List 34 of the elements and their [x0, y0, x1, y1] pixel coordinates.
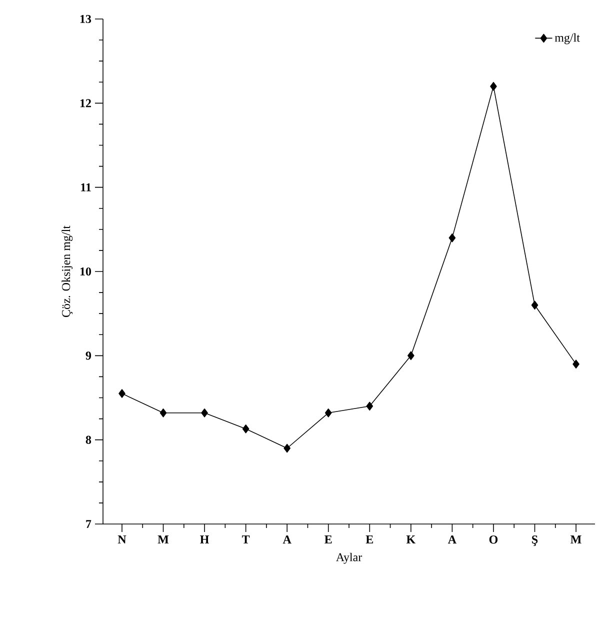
x-tick-label: O [489, 536, 498, 544]
y-tick-label: 12 [80, 99, 91, 108]
point [160, 408, 167, 418]
y-tick-label: 11 [81, 183, 91, 192]
x-tick-label: T [242, 536, 250, 544]
y-tick-label: 8 [86, 436, 92, 444]
y-tick-label: 7 [86, 520, 92, 528]
x-tick-label: E [366, 536, 374, 544]
point [490, 82, 497, 91]
point [118, 389, 126, 398]
x-tick-label: M [158, 536, 169, 544]
x-tick-label: A [282, 536, 292, 544]
y-tick-label: 9 [86, 352, 92, 360]
point [242, 424, 250, 434]
legend-label: mg/lt [554, 33, 580, 44]
x-tick-label: A [448, 536, 456, 544]
point [201, 408, 208, 418]
point [284, 444, 290, 453]
point [531, 300, 538, 310]
point [324, 408, 332, 418]
point [366, 402, 374, 411]
x-tick-label: N [118, 536, 126, 544]
y-tick-label: 10 [80, 267, 92, 276]
x-tick-label: M [570, 536, 582, 544]
y-tick-label: 13 [80, 14, 92, 24]
x-axis-title: Aylar [336, 552, 362, 564]
x-tick-label: Ş [532, 536, 538, 546]
x-tick-label: E [324, 536, 332, 544]
point [572, 360, 580, 368]
x-tick-label: K [406, 536, 416, 544]
x-tick-label: H [200, 536, 209, 544]
y-axis-title: Çöz. Oksijen mg/lt [62, 226, 73, 318]
point [408, 351, 414, 360]
point [448, 233, 456, 242]
